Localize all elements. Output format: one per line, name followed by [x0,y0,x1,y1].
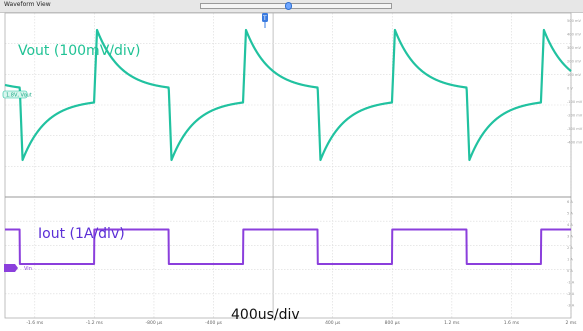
iout-tick-label: 2 A [567,246,573,250]
iout-trace [4,228,572,265]
iout-annotation: Iout (1A/div) [38,226,125,242]
vout-tick-label: 100 mV [567,73,582,77]
grid [4,12,572,319]
time-tick-label: 800 µs [385,320,401,326]
time-tick-label: -800 µs [146,320,164,326]
time-tick-label: -400 µs [205,320,223,326]
iout-tick-label: -1 A [567,281,575,285]
window-title: Waveform View [4,1,51,8]
time-axis: -1.6 ms -1.2 ms -800 µs -400 µs 400 µs 800 µs… [26,320,577,326]
vout-tick-label: 400 mV [567,33,582,37]
iout-tick-label: 3 A [567,235,573,239]
vout-annotation: Vout (100mV/div) [18,43,141,59]
vout-tick-label: -100 mV [567,100,583,104]
iout-tick-label: 5 A [567,212,573,216]
vout-tick-label: 300 mV [567,46,582,50]
trigger-cursor[interactable]: T [262,13,268,28]
trigger-cursor-label: T [262,15,267,22]
time-tick-label: 1.2 ms [444,320,460,326]
iout-tick-label: 6 A [567,200,573,204]
iout-tick-label: -2 A [567,292,575,296]
vout-axis: 500 mV 400 mV 300 mV 200 mV 100 mV 0 V -100 mV… [567,19,583,145]
horizontal-scrollbar[interactable] [200,3,392,9]
vout-tick-label: 200 mV [567,60,582,64]
time-tick-label: 1.6 ms [504,320,520,326]
vout-channel-marker[interactable]: 1.8V, Vout [2,90,32,99]
time-tick-label: 400 µs [325,320,341,326]
iout-channel-marker-label: Vin [24,266,32,272]
iout-tick-label: 1 A [567,258,573,262]
iout-axis: 6 A 5 A 4 A 3 A 2 A 1 A 0 A -1 A -2 A -3 A [567,200,575,308]
title-bar: Waveform View [0,0,583,13]
time-tick-label: 2 ms [565,320,577,326]
iout-tick-label: -3 A [567,304,575,308]
time-tick-label: -1.2 ms [86,320,104,326]
scrollbar-thumb[interactable] [285,2,292,10]
vout-tick-label: 0 V [567,87,573,91]
vout-tick-label: -200 mV [567,114,583,118]
iout-tick-label: 0 A [567,269,573,273]
vout-tick-label: 500 mV [567,19,582,23]
plot-frame [4,12,572,319]
vout-tick-label: -300 mV [567,127,583,131]
timebase-annotation: 400us/div [231,307,300,323]
vout-trace [4,28,572,162]
iout-channel-marker[interactable]: Vin [4,264,32,272]
vout-channel-marker-label: 1.8V, Vout [6,93,32,99]
vout-tick-label: -400 mV [567,141,583,145]
time-tick-label: -1.6 ms [26,320,44,326]
iout-tick-label: 4 A [567,223,573,227]
